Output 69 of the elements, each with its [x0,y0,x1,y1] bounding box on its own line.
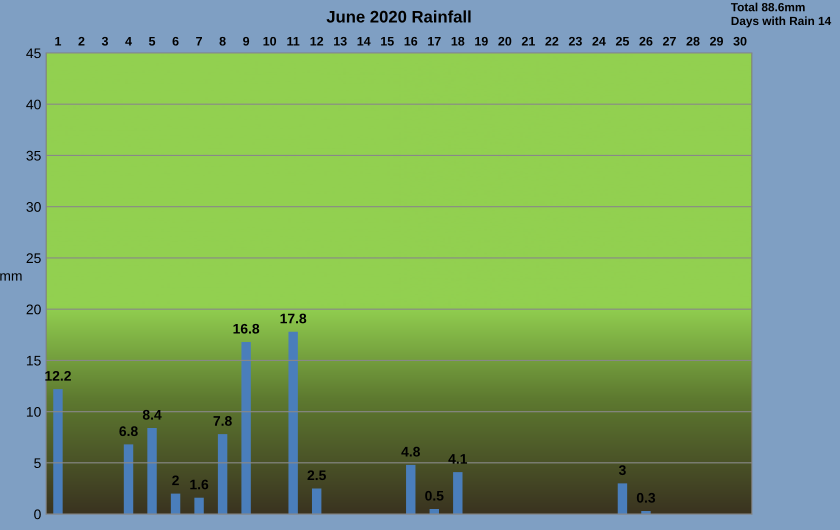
x-tick-label: 19 [475,36,488,46]
text: Total 88.6mm [730,2,805,12]
x-tick-label: 3 [102,36,108,46]
data-label: 6.8 [119,426,138,436]
bar [406,464,416,514]
x-tick-label: 29 [710,36,724,46]
x-tick-label: 30 [733,36,746,46]
data-label: 2 [172,475,179,486]
data-label: 3 [618,465,626,476]
bar [170,494,180,514]
y-tick-label: 15 [26,356,41,366]
x-tick-label: 11 [287,36,300,46]
x-tick-label: 14 [358,36,371,46]
data-label: 4.8 [401,446,420,457]
data-label: 4.1 [448,454,468,464]
data-label: 1.6 [190,480,208,490]
bar [312,488,322,514]
x-tick-label: 10 [263,36,276,46]
x-tick-label: 21 [522,36,535,46]
bar [124,444,134,514]
x-tick-label: 4 [125,36,132,46]
x-tick-label: 24 [592,36,606,46]
bar [618,483,628,514]
bar [147,428,157,514]
x-tick-label: 18 [452,36,464,46]
data-label: 0.3 [636,492,656,503]
x-tick-label: 2 [78,36,84,46]
x-tick-label: 20 [498,36,512,46]
bar [218,434,228,514]
x-tick-label: 27 [662,36,676,46]
x-tick-label: 16 [404,36,418,46]
bar [453,472,463,514]
y-tick-label: 10 [26,406,41,417]
x-tick-label: 1 [55,36,62,46]
x-tick-label: 9 [243,36,250,46]
data-label: 8.4 [142,410,162,420]
chart-title: June 2020 Rainfall [326,10,471,23]
data-label: 0.5 [425,490,444,501]
x-tick-label: 13 [334,36,347,46]
x-tick-label: 5 [148,36,156,46]
x-tick-label: 22 [545,36,558,46]
data-label: 16.8 [233,324,260,334]
x-tick-label: 6 [172,36,179,46]
x-tick-label: 12 [310,36,324,46]
x-tick-label: 26 [639,36,652,46]
data-label: 17.8 [280,314,306,324]
text: Days with Rain 14 [732,16,832,28]
x-tick-label: 7 [196,36,202,46]
y-tick-label: 30 [26,202,41,212]
x-tick-label: 23 [568,36,582,46]
x-tick-label: 15 [381,36,394,46]
bar [241,342,251,514]
y-tick-label: 35 [26,150,41,161]
y-tick-label: 40 [26,100,41,110]
x-tick-label: 28 [686,36,700,46]
data-label: 7.8 [214,416,232,426]
x-tick-label: 17 [428,36,441,46]
bar [194,498,204,514]
y-tick-label: 5 [34,458,41,468]
y-tick-label: 20 [26,304,41,314]
y-tick-label: 45 [26,48,41,58]
y-tick-label: 0 [34,509,41,520]
y-tick-label: 25 [26,253,41,264]
data-label: 2.5 [308,470,326,480]
bar [288,332,298,514]
bar [53,389,63,514]
x-tick-label: 8 [220,36,226,46]
x-tick-label: 25 [616,36,630,46]
y-axis-title: mm [0,273,22,281]
